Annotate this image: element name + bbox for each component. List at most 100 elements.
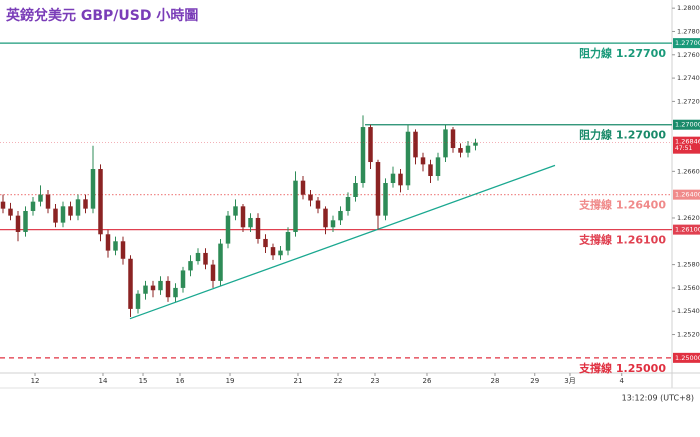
y-tick-label: 1.26200 — [677, 214, 700, 222]
y-tick-label: 1.25400 — [677, 307, 700, 315]
x-tick-label: 12 — [31, 377, 40, 385]
candle-body — [285, 231, 291, 251]
x-tick-label: 4 — [620, 377, 625, 385]
y-tick-label: 1.27200 — [677, 97, 700, 105]
candle-body — [323, 208, 328, 228]
candle-body — [128, 258, 133, 309]
y-tick-label: 1.25800 — [677, 261, 700, 269]
level-axis-box — [673, 352, 700, 363]
candle-body — [180, 270, 186, 288]
candle-body — [248, 217, 253, 228]
candle-body — [390, 173, 396, 184]
candle-body — [315, 200, 321, 209]
candle-body — [158, 280, 163, 291]
level-axis-label: 1.25000 — [675, 354, 700, 362]
candle-body — [270, 247, 276, 256]
candle-body — [458, 148, 463, 153]
candle-body — [210, 264, 216, 281]
level-axis-box — [673, 189, 700, 200]
candle-body — [443, 129, 448, 158]
x-tick-label: 28 — [491, 377, 500, 385]
countdown: 47:51 — [675, 145, 692, 152]
candle-body — [30, 201, 36, 211]
x-tick-label: 3月 — [564, 377, 575, 385]
level-label: 阻力線 1.27700 — [579, 46, 666, 60]
level-axis-box — [673, 224, 700, 235]
y-tick-label: 1.25200 — [677, 331, 700, 339]
candle-body — [473, 142, 478, 146]
candle-body — [263, 238, 268, 248]
candle-body — [383, 183, 388, 216]
candle-body — [135, 293, 141, 309]
candle-body — [225, 215, 231, 244]
candle-body — [308, 194, 313, 201]
current-price-box — [673, 136, 700, 154]
candle-body — [68, 206, 73, 216]
candle-body — [293, 180, 298, 232]
candle-body — [330, 220, 336, 228]
candle-body — [75, 199, 81, 216]
candle-body — [218, 243, 223, 281]
candle-body — [338, 210, 343, 221]
candle-body — [45, 194, 51, 209]
y-tick-label: 1.27800 — [677, 27, 700, 35]
x-tick-label: 26 — [423, 377, 432, 385]
y-tick-label: 1.26600 — [677, 167, 700, 175]
candle-body — [143, 285, 148, 294]
candle-body — [98, 169, 103, 235]
candle-body — [278, 250, 283, 256]
candle-body — [113, 241, 118, 251]
level-label: 支撐線 1.25000 — [578, 361, 666, 375]
candle-body — [465, 145, 471, 153]
y-tick-label: 1.25600 — [677, 284, 700, 292]
level-axis-label: 1.26100 — [675, 226, 700, 234]
level-axis-label: 1.27700 — [675, 39, 700, 47]
candle-body — [450, 129, 456, 149]
candle-body — [398, 173, 403, 186]
candle-body — [233, 206, 238, 216]
current-price-label: 1.26846 — [675, 138, 700, 146]
candle-body — [23, 210, 28, 232]
candle-body — [360, 127, 366, 184]
x-tick-label: 14 — [99, 377, 108, 385]
x-tick-label: 22 — [334, 377, 343, 385]
candle-body — [90, 169, 96, 209]
candle-body — [255, 217, 261, 239]
level-label: 支撐線 1.26100 — [578, 233, 666, 247]
candle-body — [420, 157, 426, 165]
candle-body — [83, 199, 88, 209]
candle-body — [173, 287, 178, 298]
candle-body — [15, 215, 21, 232]
y-tick-label: 1.28000 — [677, 4, 700, 12]
candle-body — [53, 208, 58, 223]
candle-body — [413, 131, 418, 158]
candle-body — [195, 252, 201, 262]
candle-body — [375, 162, 381, 216]
candle-body — [353, 183, 358, 197]
candle-body — [405, 131, 411, 186]
candle-body — [150, 285, 156, 291]
candle-body — [0, 201, 6, 209]
level-label: 支撐線 1.26400 — [578, 198, 666, 212]
y-tick-label: 1.27600 — [677, 51, 700, 59]
x-tick-label: 23 — [371, 377, 380, 385]
trendline — [129, 164, 556, 320]
chart-title: 英鎊兌美元 GBP/USD 小時圖 — [5, 7, 198, 24]
candle-body — [60, 206, 66, 223]
clock: 13:12:09 (UTC+8) — [622, 394, 694, 403]
candle-body — [188, 261, 193, 271]
candle-body — [203, 252, 208, 265]
candle-body — [120, 241, 126, 259]
candle-body — [345, 196, 351, 211]
level-axis-label: 1.27000 — [675, 121, 700, 129]
candle-body — [105, 234, 111, 251]
candle-body — [240, 206, 246, 228]
y-tick-label: 1.27400 — [677, 74, 700, 82]
candle-body — [38, 194, 43, 202]
level-label: 阻力線 1.27000 — [579, 128, 666, 142]
candle-body — [300, 180, 306, 195]
level-axis-box — [673, 119, 700, 130]
level-axis-box — [673, 38, 700, 49]
